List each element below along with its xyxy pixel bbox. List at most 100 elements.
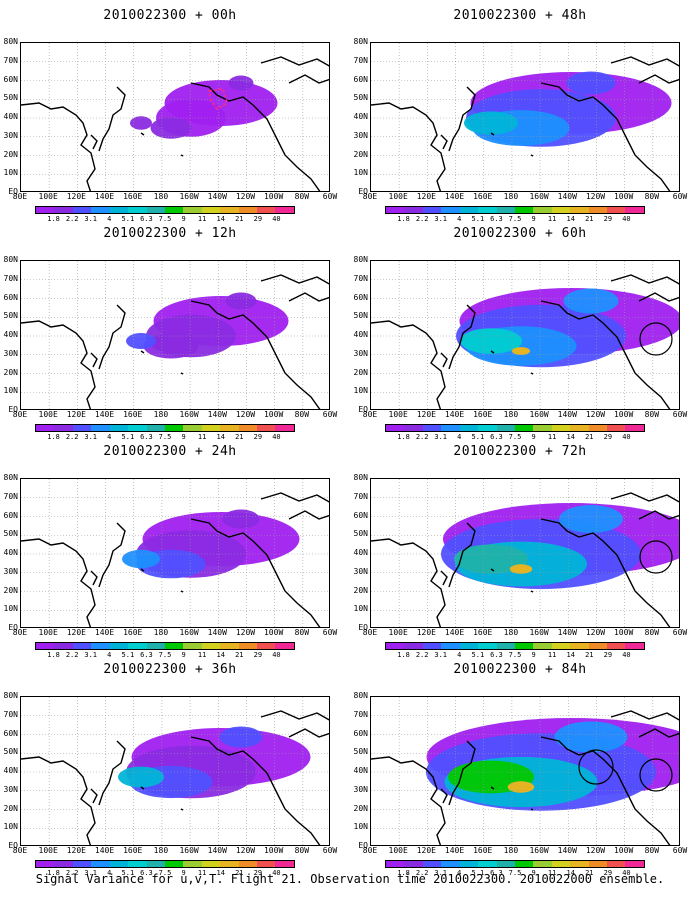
map-area	[370, 42, 680, 192]
latitude-labels: 80N 70N 60N 50N 40N 30N 20N 10N EQ	[350, 692, 370, 850]
longitude-label: 100W	[263, 628, 284, 637]
latitude-label: EQ	[8, 841, 18, 850]
longitude-label: 140W	[207, 628, 227, 637]
latitude-label: 30N	[353, 348, 368, 358]
colorbar-swatch	[441, 207, 460, 213]
colorbar-swatch	[72, 425, 92, 431]
colorbar-label: 7.5	[508, 433, 522, 441]
longitude-labels: 80E 100E 120E 140E 160E 180 160W 140W 120W 100W 80…	[13, 846, 337, 856]
variance-maximum	[509, 564, 533, 574]
colorbar-swatch	[551, 207, 571, 213]
longitude-label: 140E	[444, 846, 465, 855]
longitude-label: 60W	[672, 846, 688, 855]
longitude-label: 140W	[207, 192, 227, 201]
latitude-label: 20N	[353, 585, 368, 595]
latitude-label: 60N	[3, 292, 18, 302]
panel-title: 2010022300 + 24h	[103, 444, 237, 459]
variance-contour	[559, 505, 623, 533]
colorbar-label: 6.3	[490, 651, 503, 659]
colorbar-label: 21	[235, 869, 244, 877]
longitude-label: 80E	[12, 410, 28, 419]
latitude-label: 20N	[353, 367, 368, 377]
coastline	[90, 570, 98, 586]
coastline	[288, 728, 329, 738]
colorbar-label: 11	[547, 433, 557, 441]
latitude-label: 40N	[3, 330, 18, 339]
longitude-label: 140E	[444, 192, 465, 201]
colorbar-swatch	[257, 861, 276, 867]
coastline	[140, 132, 184, 157]
colorbar-swatch	[422, 207, 442, 213]
coastline	[90, 352, 98, 368]
latitude-label: 50N	[3, 747, 18, 757]
colorbar-label: 5.1	[121, 215, 135, 223]
panel-title: 2010022300 + 48h	[453, 8, 587, 23]
longitude-label: 160E	[123, 192, 143, 201]
colorbar-label: 21	[585, 651, 594, 659]
colorbar-swatch	[514, 207, 534, 213]
colorbar-swatch	[109, 425, 129, 431]
colorbar	[35, 860, 295, 868]
latitude-label: 30N	[3, 784, 18, 794]
colorbar-swatch	[220, 861, 239, 867]
colorbar-label: 3.1	[84, 651, 98, 659]
coastline	[448, 522, 476, 588]
coastline	[190, 82, 321, 191]
longitude-label: 80E	[12, 628, 28, 637]
colorbar-swatch	[459, 207, 479, 213]
colorbar-label: 5.1	[471, 651, 485, 659]
longitude-label: 120W	[585, 846, 606, 855]
colorbar-swatch	[588, 425, 608, 431]
colorbar-labels: 1.8 2.2 3.1 4 5.1 6.3 7.5 9 11 14 21 29 40	[35, 869, 295, 879]
latitude-label: EQ	[8, 623, 18, 632]
colorbar-swatch	[570, 861, 589, 867]
colorbar-swatch	[128, 425, 147, 431]
longitude-labels: 80E 100E 120E 140E 160E 180 160W 140W 120W 100W 80…	[363, 192, 687, 202]
colorbar-swatch	[588, 207, 608, 213]
longitude-label: 100E	[38, 192, 58, 201]
longitude-label: 160E	[123, 410, 143, 419]
forecast-panel: 2010022300 + 84h 80N 70N 60N 50N 40N 30N 20N 10N…	[350, 654, 690, 877]
colorbar-swatch	[607, 861, 626, 867]
map-area	[20, 42, 330, 192]
map-svg	[371, 261, 679, 409]
colorbar-label: 1.8	[47, 651, 60, 659]
longitude-label: 120W	[585, 410, 606, 419]
coastline	[140, 568, 184, 593]
map-area	[370, 696, 680, 846]
colorbar-swatch	[220, 643, 239, 649]
longitude-label: 80W	[294, 628, 310, 637]
latitude-label: 60N	[3, 510, 18, 520]
colorbar-label: 7.5	[158, 869, 172, 877]
colorbar-swatch	[201, 861, 221, 867]
longitude-label: 140E	[94, 192, 115, 201]
variance-contour	[122, 549, 160, 569]
colorbar-label: 9	[181, 869, 186, 877]
coastline	[288, 510, 329, 520]
coastline	[90, 788, 98, 804]
colorbar-label: 29	[253, 433, 263, 441]
colorbar-swatch	[404, 425, 423, 431]
colorbar-labels: 1.8 2.2 3.1 4 5.1 6.3 7.5 9 11 14 21 29 40	[35, 651, 295, 661]
colorbar-swatch	[36, 207, 55, 213]
colorbar-label: 40	[622, 869, 631, 877]
longitude-label: 160W	[529, 192, 549, 201]
colorbar-swatch	[72, 643, 92, 649]
colorbar-label: 2.2	[65, 869, 79, 877]
longitude-label: 80E	[12, 192, 28, 201]
longitude-label: 100E	[38, 628, 58, 637]
colorbar-label: 5.1	[121, 433, 135, 441]
longitude-label: 160W	[179, 846, 199, 855]
colorbar-swatch	[459, 643, 479, 649]
colorbar-label: 9	[181, 215, 186, 223]
colorbar-label: 11	[547, 651, 557, 659]
variance-contour	[554, 721, 628, 753]
latitude-label: 20N	[3, 585, 18, 595]
coastline	[140, 350, 184, 375]
latitude-label: 70N	[3, 709, 18, 719]
coastline	[260, 274, 329, 285]
variance-maximum	[511, 347, 531, 355]
colorbar-label: 6.3	[140, 651, 153, 659]
colorbar-label: 9	[531, 215, 536, 223]
latitude-label: 30N	[353, 784, 368, 794]
